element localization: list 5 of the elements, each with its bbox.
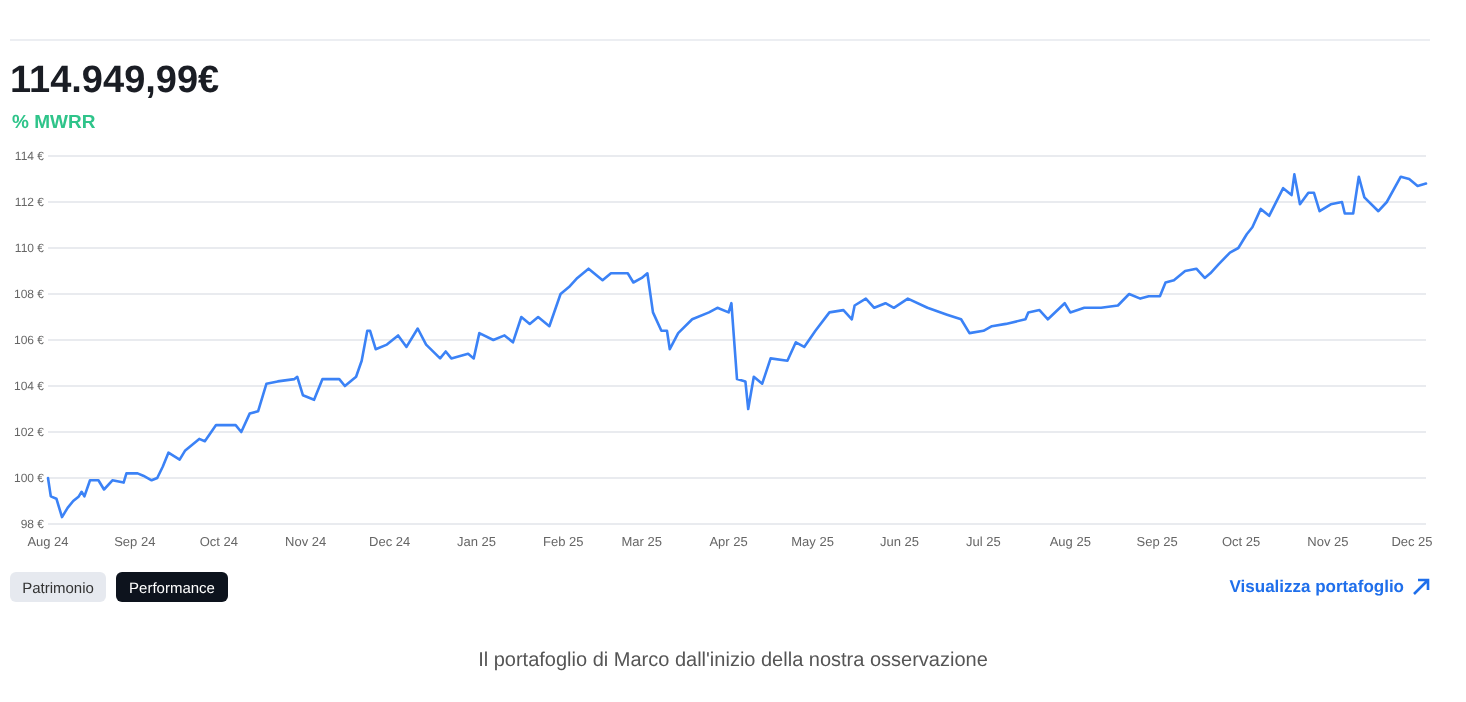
text: Il portafoglio di Marco dall'inizio della nostra osservazione <box>478 650 989 672</box>
text: Visualizza portafoglio <box>1229 576 1404 596</box>
line-series <box>46 173 1428 519</box>
chart-title: 114.949,99€ <box>10 60 221 102</box>
chart-subtitle: % MWRR <box>12 112 96 134</box>
